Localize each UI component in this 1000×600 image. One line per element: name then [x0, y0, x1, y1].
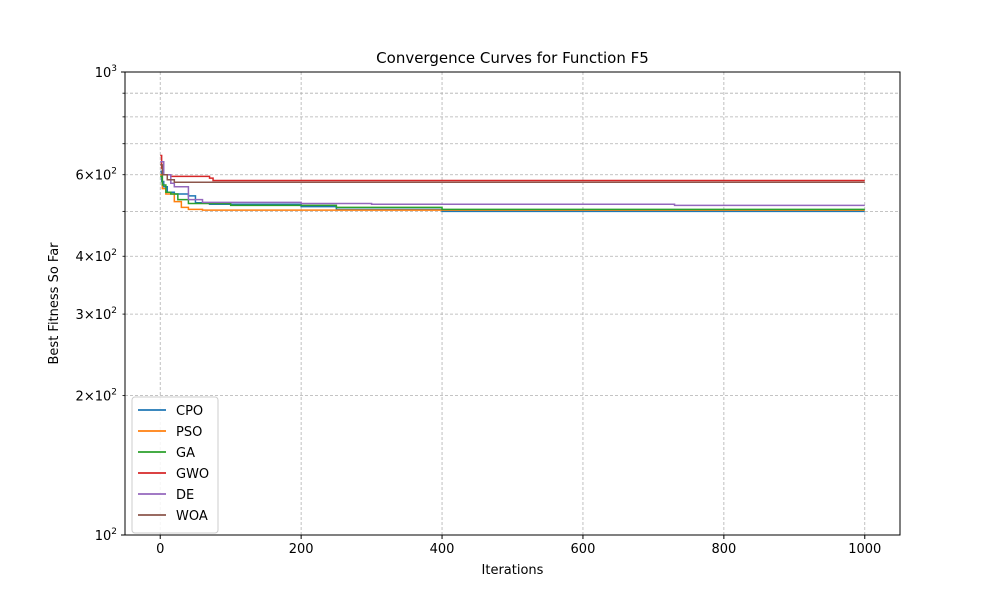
- legend-label-de: DE: [176, 488, 194, 503]
- legend-label-cpo: CPO: [176, 404, 203, 419]
- y-tick-label: 103: [95, 64, 117, 81]
- y-tick-label: 2×102: [76, 388, 117, 405]
- y-tick-label: 3×102: [76, 306, 117, 323]
- ticks-layer: 0 200 400 600 800 1000 102 103 2×102 3×102 4×102 6×…: [76, 64, 882, 557]
- series-layer: [160, 154, 865, 213]
- legend-label-pso: PSO: [176, 425, 202, 440]
- x-tick-label: 600: [571, 542, 596, 557]
- y-tick-label: 6×102: [76, 167, 117, 184]
- x-axis-label: Iterations: [482, 563, 544, 578]
- series-line-pso: [160, 173, 865, 211]
- y-axis-label: Best Fitness So Far: [47, 242, 62, 365]
- x-tick-label: 400: [430, 542, 455, 557]
- x-tick-label: 0: [156, 542, 164, 557]
- series-line-de: [160, 160, 865, 207]
- series-line-ga: [160, 175, 865, 211]
- y-tick-label: 4×102: [76, 248, 117, 265]
- grid-layer: [125, 71, 900, 536]
- series-line-gwo: [160, 154, 865, 182]
- x-tick-label: 800: [711, 542, 736, 557]
- legend: CPO PSO GA GWO DE WOA: [131, 396, 219, 534]
- y-tick-label: 102: [95, 527, 117, 544]
- legend-label-gwo: GWO: [176, 467, 209, 482]
- legend-label-woa: WOA: [176, 509, 208, 524]
- x-tick-label: 200: [289, 542, 314, 557]
- chart-title: Convergence Curves for Function F5: [376, 49, 649, 67]
- x-tick-label: 1000: [848, 542, 881, 557]
- legend-label-ga: GA: [176, 446, 195, 461]
- plot-frame: [124, 71, 901, 536]
- series-line-woa: [160, 164, 865, 183]
